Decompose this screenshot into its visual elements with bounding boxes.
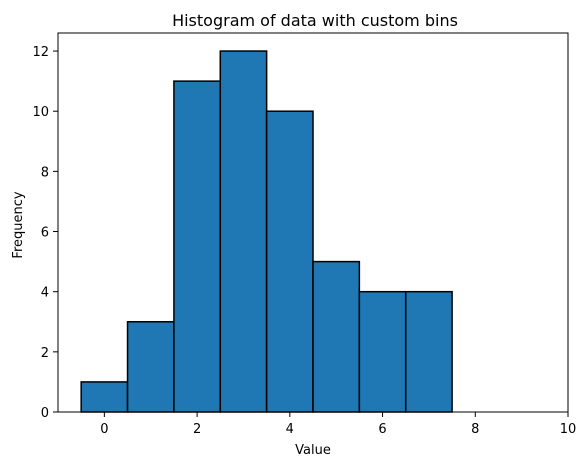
- y-axis-label: Frequency: [11, 191, 26, 258]
- chart-title: Histogram of data with custom bins: [172, 11, 458, 30]
- x-axis: 0 2 4 6 8 10: [100, 412, 576, 437]
- histogram-bar-1: [126, 321, 175, 413]
- x-tick-label-4: 8: [471, 422, 479, 437]
- x-tick-label-1: 2: [193, 422, 201, 437]
- y-tick-label-4: 8: [41, 165, 49, 180]
- histogram-bar-4: [265, 110, 314, 413]
- x-tick-label-5: 10: [560, 422, 577, 437]
- bars-layer: [80, 50, 453, 413]
- x-tick-label-0: 0: [100, 422, 108, 437]
- y-tick-label-1: 2: [41, 346, 49, 361]
- histogram-bar-3: [219, 50, 268, 413]
- histogram-bar-7: [404, 290, 453, 413]
- y-tick-label-5: 10: [32, 105, 49, 120]
- histogram-bar-6: [358, 290, 407, 413]
- histogram-bar-5: [312, 260, 361, 413]
- y-axis: 0 2 4 6 8 10 12: [32, 45, 58, 421]
- plot-frame: [57, 32, 569, 413]
- histogram-bar-2: [173, 80, 222, 413]
- y-tick-label-3: 6: [41, 226, 49, 241]
- x-tick-label-3: 6: [378, 422, 386, 437]
- x-axis-label: Value: [295, 443, 331, 458]
- y-tick-label-2: 4: [41, 286, 49, 301]
- y-tick-label-6: 12: [32, 45, 49, 60]
- y-tick-label-0: 0: [41, 406, 49, 421]
- histogram-bar-0: [80, 381, 129, 413]
- x-tick-label-2: 4: [286, 422, 294, 437]
